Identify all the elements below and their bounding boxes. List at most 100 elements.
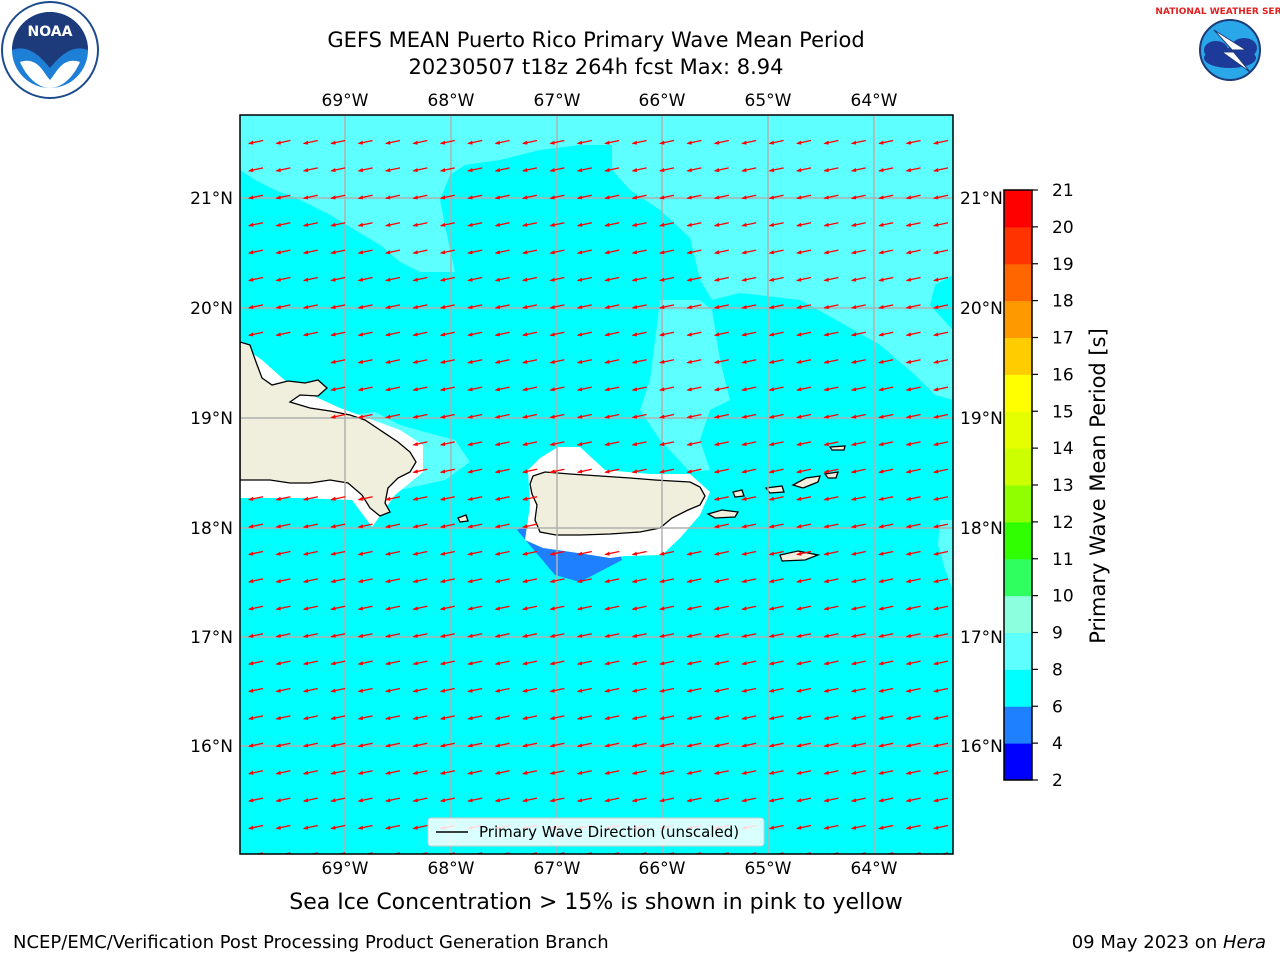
colorbar-segment [1004,669,1032,707]
wave-arrow [275,578,291,583]
wave-arrow [905,578,921,583]
wave-arrow [823,276,839,282]
wave-arrow [713,304,729,309]
colorbar-segment [1004,411,1032,449]
noaa-logo-text: NOAA [28,24,73,40]
wave-arrow [439,770,455,775]
wave-arrow [467,139,483,145]
wave-arrow [741,496,757,501]
wave-arrow [933,386,949,392]
wave-arrow [713,441,729,446]
wave-arrow [768,441,784,446]
land-anegada [828,445,846,451]
wave-arrow [878,222,894,227]
wave-arrow [467,468,483,474]
wave-arrow [768,605,784,611]
wave-arrow [905,824,921,830]
wave-arrow [522,331,538,337]
wave-arrow [439,687,455,693]
wave-arrow [467,194,483,200]
wave-arrow [878,797,894,803]
wave-arrow [823,194,839,200]
wave-arrow [576,331,592,337]
colorbar-segment [1004,226,1032,265]
wave-arrow [412,550,428,556]
wave-arrow [439,660,455,666]
wave-arrow [741,633,757,638]
lat-tick-label-left: 21°N [190,189,233,209]
wave-arrow [357,797,373,803]
wave-arrow [467,523,483,529]
wave-arrow [357,304,373,309]
wave-arrow [659,605,675,611]
wave-arrow [248,797,264,803]
wave-arrow [412,660,428,666]
wave-arrow [549,715,565,720]
wave-arrow [248,715,264,720]
wave-arrow [713,578,729,583]
wave-arrow [576,605,592,611]
wave-arrow [905,550,921,556]
wave-arrow [412,276,428,282]
wave-arrow [357,633,373,638]
wave-arrow [631,633,647,638]
wave-arrow [494,441,510,446]
wave-arrow [823,797,839,803]
wave-arrow [494,304,510,309]
wave-arrow [933,770,949,775]
lat-tick-label-right: 19°N [960,409,1003,429]
wave-arrow [248,249,264,255]
wave-arrow [494,276,510,282]
wave-arrow [659,633,675,638]
colorbar-tick-label: 4 [1052,734,1063,754]
wave-arrow [385,139,401,145]
wave-arrow [467,715,483,720]
wave-arrow [385,633,401,638]
wave-arrow [275,660,291,666]
wave-arrow [522,797,538,803]
wave-arrow [275,139,291,145]
wave-arrow [631,742,647,748]
wave-arrow [933,413,949,419]
legend: Primary Wave Direction (unscaled) [427,817,765,847]
wave-arrow [604,222,620,227]
wave-arrow [576,550,592,556]
wave-arrow [385,660,401,666]
wave-arrow [878,413,894,419]
wave-arrow [796,523,812,529]
wave-arrow [631,770,647,775]
wave-arrow [741,249,757,255]
wave-arrow [768,633,784,638]
wave-arrow [878,331,894,337]
wave-arrow [522,139,538,145]
wave-arrow [494,139,510,145]
wave-arrow [713,194,729,200]
wave-arrow [796,687,812,693]
wave-arrow [522,605,538,611]
lon-tick-label-bottom: 69°W [322,859,369,879]
wave-arrow [768,523,784,529]
wave-arrow [741,139,757,145]
wave-arrow [796,139,812,145]
wave-arrow [412,496,428,501]
wave-arrow [659,715,675,720]
wave-arrow [905,386,921,392]
wave-arrow [878,167,894,172]
wave-arrow [522,441,538,446]
period-8-9-region-4 [938,520,953,590]
wave-arrow [439,222,455,227]
wave-arrow [768,824,784,830]
wave-arrow [768,770,784,775]
wave-arrow [741,304,757,309]
wave-arrow [768,139,784,145]
wave-arrow [412,633,428,638]
lon-tick-label-bottom: 64°W [851,859,898,879]
wave-arrow [275,304,291,309]
colorbar-tick-label: 2 [1052,771,1063,791]
footer-credit: NCEP/EMC/Verification Post Processing Pr… [13,932,609,953]
wave-arrow [850,194,866,200]
wave-arrow [631,139,647,145]
wave-arrow [850,770,866,775]
colorbar-tick-label: 12 [1052,513,1074,533]
wave-arrow [713,742,729,748]
